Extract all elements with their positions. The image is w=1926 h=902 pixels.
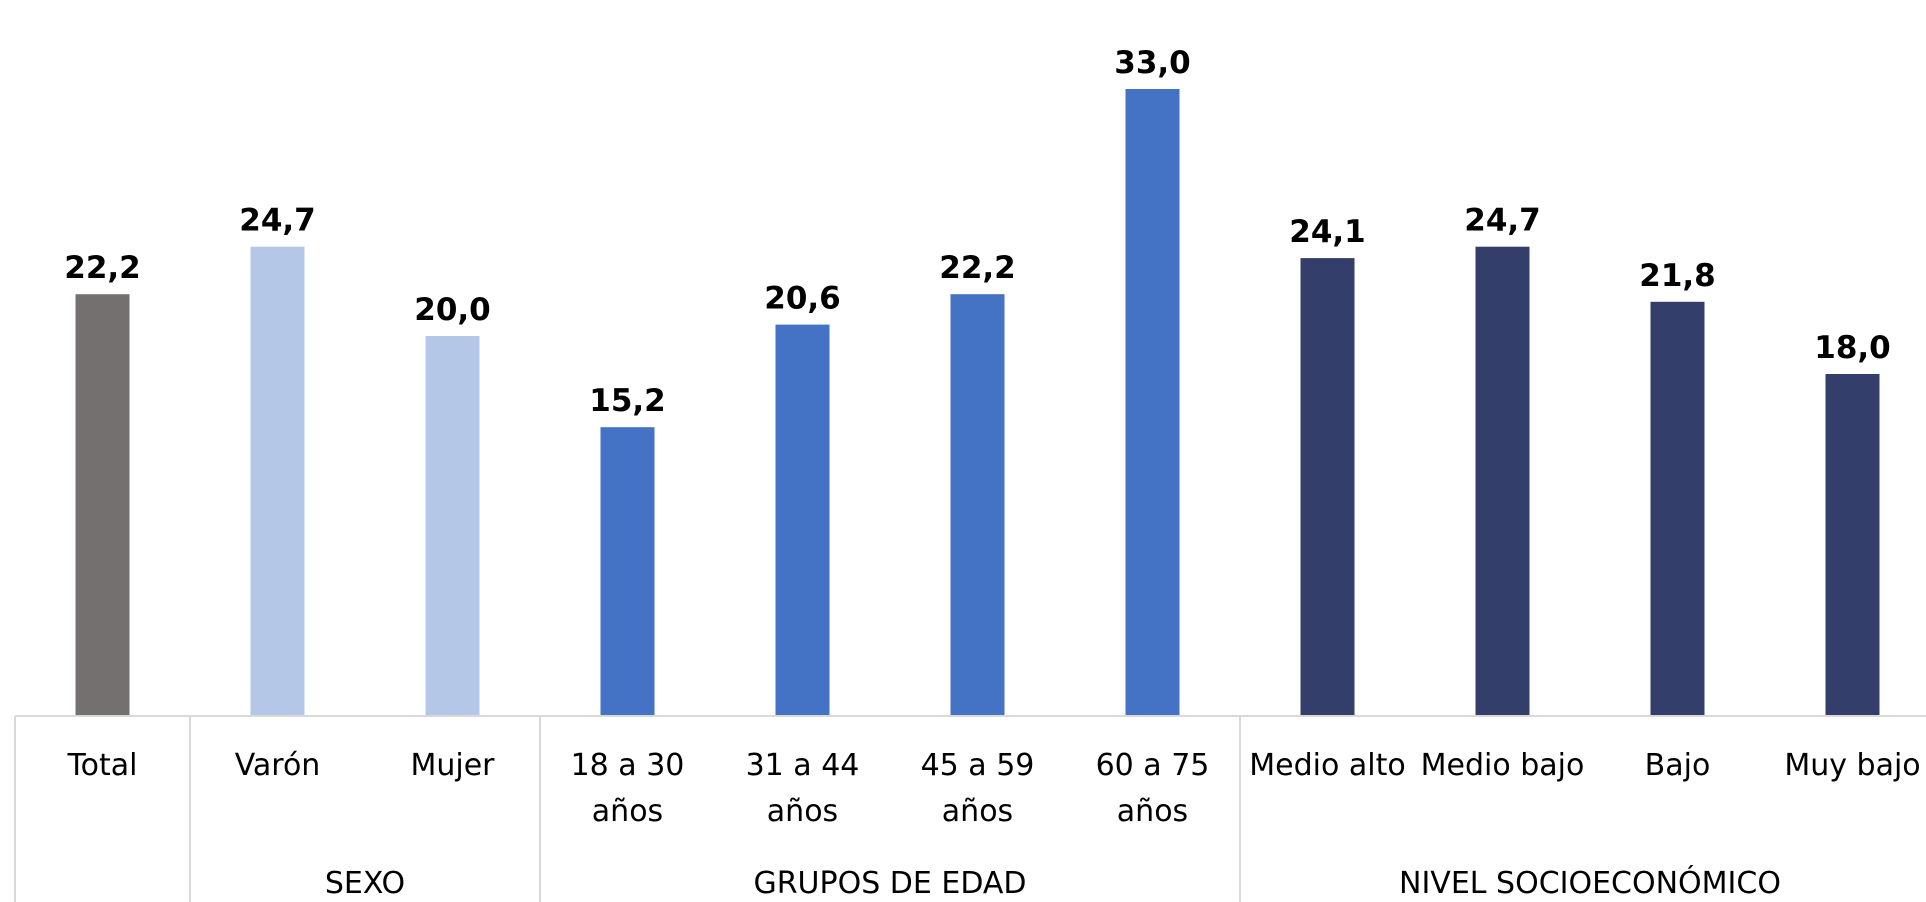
- bar: [75, 294, 130, 716]
- bar: [425, 336, 480, 716]
- group-label: SEXO: [325, 866, 405, 901]
- category-label: Bajo: [1645, 748, 1711, 783]
- data-label: 20,6: [764, 281, 841, 317]
- group-label: NIVEL SOCIOECONÓMICO: [1399, 864, 1781, 901]
- bar: [775, 324, 830, 716]
- group-labels-layer: SEXO GRUPOS DE EDAD NIVEL SOCIOECONÓMICO: [325, 864, 1781, 901]
- category-label: 45 a 59 años: [921, 748, 1035, 829]
- data-label: 22,2: [64, 250, 141, 286]
- bar: [600, 427, 655, 716]
- category-label: 60 a 75 años: [1096, 748, 1210, 829]
- bar: [1825, 374, 1880, 716]
- category-label: Varón: [235, 748, 321, 783]
- data-label: 24,7: [239, 203, 316, 239]
- bar: [950, 294, 1005, 716]
- data-label: 15,2: [589, 383, 666, 419]
- category-label: Mujer: [410, 748, 495, 783]
- category-axis: [14, 715, 1926, 902]
- data-label: 24,1: [1289, 214, 1366, 250]
- category-label: 18 a 30 años: [571, 748, 685, 829]
- data-label: 18,0: [1814, 330, 1891, 366]
- category-label: Medio bajo: [1421, 748, 1585, 783]
- bar: [250, 246, 305, 716]
- bar: [1475, 246, 1530, 716]
- category-label: 31 a 44 años: [746, 748, 860, 829]
- group-label: GRUPOS DE EDAD: [753, 866, 1026, 901]
- bars-layer: [75, 89, 1880, 716]
- bar: [1650, 301, 1705, 716]
- data-label: 24,7: [1464, 203, 1541, 239]
- category-label: Medio alto: [1249, 748, 1405, 783]
- data-label: 33,0: [1114, 45, 1191, 81]
- bar: [1300, 258, 1355, 716]
- value-labels-layer: 22,2 24,7 20,0 15,2 20,6 22,2 33,0 24,1 24,7 21,8…: [64, 45, 1891, 419]
- data-label: 22,2: [939, 250, 1016, 286]
- bar: [1125, 89, 1180, 716]
- category-labels-layer: Total Varón Mujer 18 a 30 años 31 a 44 años 45 …: [66, 748, 1920, 829]
- category-label: Muy bajo: [1784, 748, 1920, 783]
- category-label: Total: [66, 748, 137, 783]
- data-label: 20,0: [414, 292, 491, 328]
- data-label: 21,8: [1639, 258, 1716, 294]
